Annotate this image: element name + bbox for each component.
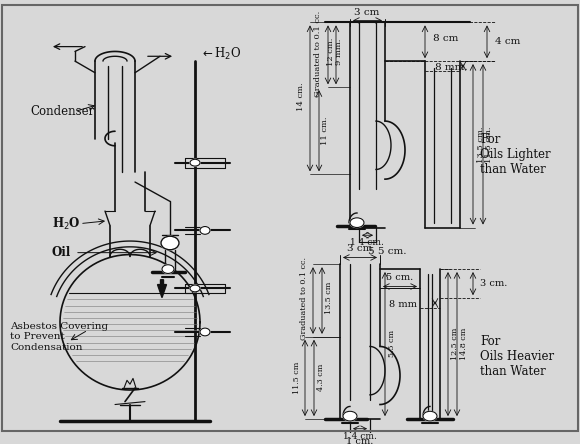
Text: 3 cm: 3 cm: [354, 8, 380, 16]
Text: 14.8 cm: 14.8 cm: [460, 327, 468, 360]
FancyArrow shape: [158, 280, 166, 297]
Text: 8 mm: 8 mm: [389, 301, 417, 309]
Text: For
Oils Heavier
than Water: For Oils Heavier than Water: [480, 335, 554, 378]
Text: Graduated to 0.1 cc.: Graduated to 0.1 cc.: [314, 10, 322, 96]
Text: 1.4 cm.: 1.4 cm.: [343, 432, 377, 441]
Ellipse shape: [162, 265, 174, 274]
Text: 5 5 cm.: 5 5 cm.: [368, 247, 406, 256]
Text: Condenser: Condenser: [30, 105, 94, 118]
Text: 1 cm.: 1 cm.: [346, 437, 374, 444]
Text: For
Oils Lighter
than Water: For Oils Lighter than Water: [480, 134, 550, 176]
Ellipse shape: [343, 411, 357, 421]
Text: $\leftarrow$H$_2$O: $\leftarrow$H$_2$O: [200, 46, 241, 63]
Text: 4 cm: 4 cm: [495, 37, 520, 46]
Text: 8 cm: 8 cm: [433, 34, 458, 44]
Text: Graduated to 0.1 cc.: Graduated to 0.1 cc.: [300, 257, 308, 340]
Text: 3 cm.: 3 cm.: [480, 279, 508, 288]
Ellipse shape: [200, 328, 210, 336]
Text: 1 4 cm.: 1 4 cm.: [350, 238, 384, 246]
Text: 14 cm.: 14 cm.: [297, 83, 305, 111]
Ellipse shape: [190, 159, 200, 166]
Text: H$_2$O: H$_2$O: [52, 216, 81, 232]
Text: 12.5 cm: 12.5 cm: [451, 327, 459, 360]
Text: Oil: Oil: [52, 246, 71, 259]
Text: 8 mm.: 8 mm.: [435, 63, 467, 72]
Text: 5 cm.: 5 cm.: [386, 273, 414, 281]
Ellipse shape: [161, 236, 179, 250]
Text: Asbestos Covering
to Prevent
Condensation: Asbestos Covering to Prevent Condensatio…: [10, 322, 108, 352]
Text: 13.5 cm: 13.5 cm: [325, 282, 333, 314]
Text: 13.5 cm.: 13.5 cm.: [477, 126, 485, 163]
Text: 4.3 cm: 4.3 cm: [317, 364, 325, 391]
Text: 3 cm: 3 cm: [347, 244, 373, 253]
Text: 12 cm.: 12 cm.: [327, 37, 335, 66]
Text: 11.5 cm: 11.5 cm: [293, 361, 301, 394]
Text: 9 mm.: 9 mm.: [335, 38, 343, 65]
Ellipse shape: [423, 411, 437, 421]
Text: 5.5 cm: 5.5 cm: [388, 330, 396, 357]
Ellipse shape: [350, 218, 364, 227]
Ellipse shape: [200, 226, 210, 234]
Ellipse shape: [190, 285, 200, 292]
Text: 11 cm.: 11 cm.: [321, 116, 329, 145]
Text: 11.5 cm.: 11.5 cm.: [485, 126, 493, 163]
